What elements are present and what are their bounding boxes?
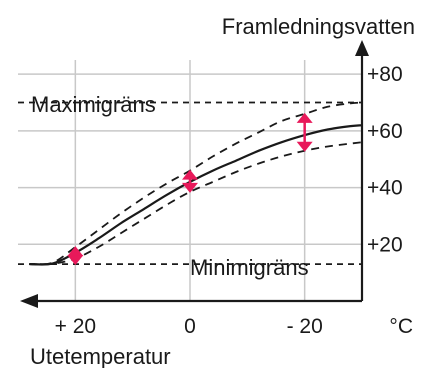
adjust-arrow-head-up-1: [182, 169, 198, 180]
y-tick-label-2: +60: [367, 120, 403, 143]
series-lines: [29, 101, 363, 266]
min-limit-label: Minimigräns: [190, 255, 309, 280]
adjustment-arrows: [67, 112, 313, 266]
x-tick-label-1: 0: [184, 315, 196, 338]
x-axis-title: Utetemperatur: [30, 344, 171, 368]
y-tick-label-3: +80: [367, 63, 403, 86]
max-limit-label: Maximigräns: [31, 92, 156, 117]
series-line-1: [29, 101, 363, 266]
adjust-arrow-2: [296, 112, 313, 152]
series-line-2: [29, 141, 363, 266]
tick-labels: + 20 0 - 20 +20 +40 +60 +80: [55, 63, 403, 338]
y-tick-label-1: +40: [367, 177, 403, 200]
adjust-arrow-head-down-1: [182, 182, 198, 193]
adjust-arrow-head-up-0: [67, 246, 84, 257]
adjust-arrow-head-down-0: [67, 255, 84, 266]
x-axis-arrowhead: [20, 294, 38, 308]
y-tick-label-0: +20: [367, 233, 403, 256]
y-axis-arrowhead: [355, 40, 369, 56]
adjust-arrow-head-up-2: [296, 112, 313, 123]
adjust-arrow-1: [182, 169, 198, 193]
adjust-arrow-0: [67, 246, 84, 266]
x-tick-label-0: + 20: [55, 315, 96, 338]
axes: [20, 40, 369, 308]
y-axis-title: Framledningsvatten: [222, 14, 415, 39]
series-line-0: [29, 124, 363, 266]
adjust-arrow-head-down-2: [296, 141, 313, 152]
x-tick-label-2: - 20: [287, 315, 323, 338]
x-axis-unit: °C: [389, 315, 413, 338]
